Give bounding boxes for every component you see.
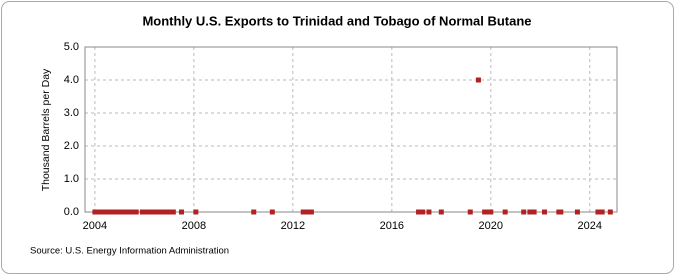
point xyxy=(541,209,547,215)
point xyxy=(170,209,176,215)
point xyxy=(482,209,488,215)
point xyxy=(599,209,605,215)
y-tick-label: 3.0 xyxy=(64,107,79,119)
chart-title: Monthly U.S. Exports to Trinidad and Tob… xyxy=(142,13,531,28)
y-tick-label: 4.0 xyxy=(64,74,79,86)
point xyxy=(531,209,537,215)
point xyxy=(133,209,139,215)
x-tick-label: 2012 xyxy=(281,220,305,232)
point xyxy=(574,209,580,215)
source: Source: U.S. Energy Information Administ… xyxy=(30,246,229,257)
point xyxy=(438,209,444,215)
y-tick-label: 0.0 xyxy=(64,206,79,218)
point xyxy=(558,209,564,215)
y-tick-label: 1.0 xyxy=(64,173,79,185)
point xyxy=(502,209,508,215)
x-tick-label: 2008 xyxy=(182,220,206,232)
y-tick-label: 2.0 xyxy=(64,140,79,152)
x-tick-label: 2024 xyxy=(578,220,602,232)
point xyxy=(426,209,432,215)
y-tick-label: 5.0 xyxy=(64,41,79,53)
frame xyxy=(1,1,674,274)
point xyxy=(308,209,314,215)
point xyxy=(179,209,185,215)
y-axis-label: Thousand Barrels per Day xyxy=(40,68,52,191)
point xyxy=(607,209,613,215)
point xyxy=(269,209,275,215)
x-tick-label: 2004 xyxy=(83,220,107,232)
x-tick-label: 2020 xyxy=(479,220,503,232)
point xyxy=(193,209,199,215)
point xyxy=(488,209,494,215)
x-tick-label: 2016 xyxy=(380,220,404,232)
point xyxy=(521,209,527,215)
point xyxy=(467,209,473,215)
plot-border xyxy=(84,46,618,213)
point xyxy=(475,77,481,83)
point xyxy=(251,209,257,215)
point xyxy=(420,209,426,215)
